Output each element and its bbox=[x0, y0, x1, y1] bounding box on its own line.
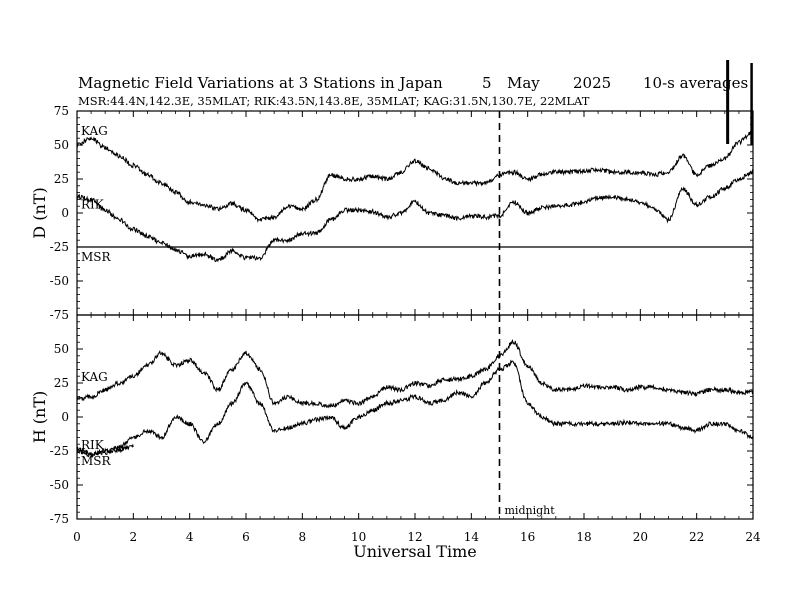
y-tick-label: 50 bbox=[54, 138, 69, 152]
y-axis-title: H (nT) bbox=[30, 391, 49, 444]
series-kag-line bbox=[76, 339, 754, 409]
station-label-msr: MSR bbox=[81, 250, 112, 264]
station-label-msr: MSR bbox=[81, 454, 112, 468]
x-tick-label: 2 bbox=[130, 530, 138, 544]
chart-date-month: May bbox=[507, 74, 540, 92]
y-tick-label: -25 bbox=[50, 240, 69, 254]
y-tick-label: -25 bbox=[50, 444, 69, 458]
series-msr-line bbox=[76, 359, 754, 459]
x-tick-label: 14 bbox=[464, 530, 480, 544]
x-tick-label: 10 bbox=[351, 530, 366, 544]
x-tick-label: 22 bbox=[689, 530, 704, 544]
panel-h: 50 25 0 -25 -50 -75 H (nT) KAG MSR RIK bbox=[30, 314, 754, 526]
x-tick-label: 18 bbox=[576, 530, 591, 544]
x-tick-label: 20 bbox=[633, 530, 648, 544]
y-tick-label: -50 bbox=[50, 274, 69, 288]
series-kag-line bbox=[76, 129, 754, 223]
y-tick-label: -75 bbox=[50, 308, 69, 322]
x-tick-label: 0 bbox=[73, 530, 81, 544]
y-tick-label: -50 bbox=[50, 478, 69, 492]
x-tick-label: 8 bbox=[299, 530, 307, 544]
x-tick-label: 4 bbox=[186, 530, 194, 544]
y-tick-label: 75 bbox=[54, 104, 69, 118]
chart-panels: 75 50 25 0 -25 -50 -75 D (nT) KAG RIK MSR 50 25 0 -25 -… bbox=[30, 60, 754, 526]
station-label-rik: RIK bbox=[81, 438, 105, 452]
x-tick-label: 24 bbox=[745, 530, 761, 544]
chart-title: Magnetic Field Variations at 3 Stations … bbox=[78, 74, 443, 92]
station-label-kag: KAG bbox=[81, 124, 108, 138]
x-tick-label: 12 bbox=[407, 530, 422, 544]
y-tick-label: 0 bbox=[61, 410, 69, 424]
chart-subtitle: MSR:44.4N,142.3E, 35MLAT; RIK:43.5N,143.… bbox=[78, 94, 590, 108]
y-tick-label: 25 bbox=[54, 376, 69, 390]
series-rik-line bbox=[76, 443, 134, 458]
chart-averaging: 10-s averages bbox=[643, 74, 748, 92]
x-tick-label: 16 bbox=[520, 530, 535, 544]
y-tick-label: 0 bbox=[61, 206, 69, 220]
x-tick-label: 6 bbox=[242, 530, 250, 544]
panel-frame bbox=[76, 110, 754, 316]
panel-d: 75 50 25 0 -25 -50 -75 D (nT) KAG RIK MSR bbox=[30, 104, 754, 322]
midnight-label: midnight bbox=[505, 504, 556, 517]
series-rik-line bbox=[76, 169, 754, 263]
y-tick-label: 25 bbox=[54, 172, 69, 186]
x-axis: Universal Time 0 2 4 6 8 10 12 14 16 18 20 22 24 bbox=[73, 530, 761, 561]
station-label-rik: RIK bbox=[81, 197, 105, 211]
y-axis-title: D (nT) bbox=[30, 187, 49, 238]
y-tick-label: 50 bbox=[54, 342, 69, 356]
chart-date-year: 2025 bbox=[573, 74, 611, 92]
station-label-kag: KAG bbox=[81, 370, 108, 384]
y-tick-label: -75 bbox=[50, 512, 69, 526]
chart-titles: Magnetic Field Variations at 3 Stations … bbox=[78, 74, 748, 108]
x-axis-title: Universal Time bbox=[353, 542, 476, 561]
chart-date-day: 5 bbox=[482, 74, 492, 92]
